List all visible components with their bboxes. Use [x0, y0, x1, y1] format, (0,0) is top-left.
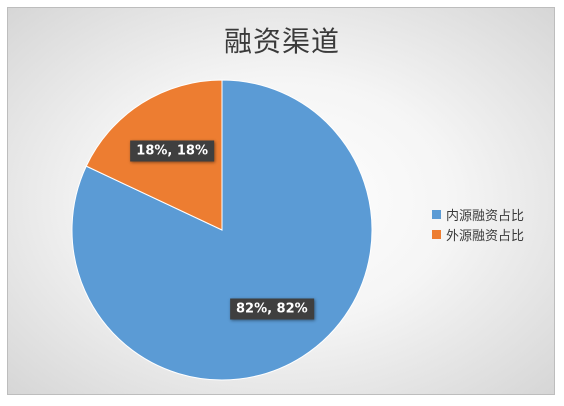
data-label-external: 18%, 18% [130, 140, 215, 162]
data-label-internal: 82%, 82% [229, 298, 314, 320]
legend: 内源融资占比 外源融资占比 [432, 204, 524, 244]
legend-label-external: 外源融资占比 [446, 228, 525, 244]
chart-title: 融资渠道 [223, 25, 340, 58]
legend-label-internal: 内源融资占比 [446, 208, 525, 224]
legend-swatch-external [432, 229, 441, 239]
legend-item-internal: 内源融资占比 [432, 204, 524, 224]
legend-item-external: 外源融资占比 [432, 224, 524, 244]
legend-swatch-internal [432, 209, 441, 219]
